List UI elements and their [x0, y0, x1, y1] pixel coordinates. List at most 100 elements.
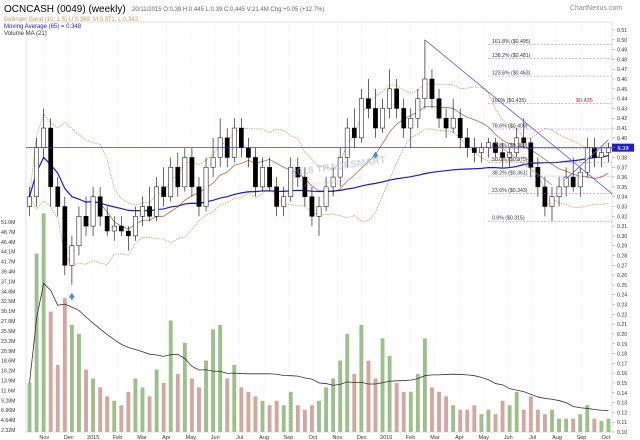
- volume-axis-label: 9.28M: [1, 398, 15, 404]
- candle-body: [450, 117, 456, 129]
- candle-body: [168, 167, 174, 197]
- price-axis-label: 0.46: [617, 77, 627, 83]
- candle-body: [154, 186, 159, 217]
- x-axis-label: Dec: [64, 435, 74, 440]
- bollinger-lower-band: [29, 128, 609, 266]
- x-axis-label: Mar: [137, 435, 147, 440]
- price-axis-label: 0.43: [617, 106, 627, 112]
- volume-bar: [182, 342, 187, 432]
- volume-axis-label: 39.4M: [1, 270, 15, 276]
- candle-body: [542, 186, 548, 207]
- annotation-layer: 161.8% ($0.495) 138.2% ($0.481) 123.6% ($0…: [26, 39, 634, 300]
- candle-body: [97, 196, 103, 217]
- candle-body: [140, 206, 145, 217]
- candle-body: [238, 127, 244, 148]
- volume-axis-label: 16.2M: [1, 369, 15, 375]
- x-axis-label: Aug: [259, 435, 269, 440]
- candle-body: [196, 186, 202, 207]
- x-axis-label: Apr: [455, 435, 464, 440]
- candle-body: [521, 137, 527, 144]
- volume-bar: [126, 391, 131, 432]
- candle-body: [373, 108, 378, 129]
- price-axis-label: 0.36: [617, 175, 627, 181]
- candle-body: [274, 186, 280, 207]
- fib-level-label: 123.6% ($0.463): [492, 71, 531, 77]
- candle-body: [457, 117, 463, 139]
- volume-bar: [387, 356, 392, 432]
- watermark: ChartNexus.com: [570, 5, 622, 12]
- uptrend-line: [565, 139, 609, 180]
- fib-level-label: 61.8% ($0.389): [492, 143, 528, 149]
- price-axis-label: 0.32: [617, 214, 627, 220]
- volume-bar: [430, 387, 434, 432]
- price-axis-label: 0.34: [617, 195, 627, 201]
- x-axis-label: Jul: [529, 435, 536, 440]
- candle-body: [295, 167, 301, 178]
- volume-axis-label: 4.64M: [1, 418, 15, 424]
- x-axis-label: Mar: [430, 435, 440, 440]
- volume-bar: [451, 405, 456, 432]
- candle-body: [41, 127, 47, 148]
- price-axis-label: 0.33: [617, 204, 627, 210]
- volume-bar: [352, 374, 357, 432]
- volume-axis-label: 11.6M: [1, 388, 15, 394]
- x-axis-label: Nov: [39, 435, 49, 440]
- price-axis-label: 0.26: [617, 273, 627, 279]
- volume-bar: [599, 420, 604, 432]
- candle-body: [231, 127, 237, 158]
- price-axis-label: 0.21: [617, 322, 627, 328]
- x-axis-label: Feb: [406, 435, 415, 440]
- volume-bar: [211, 329, 216, 432]
- volume-bar: [500, 400, 505, 432]
- x-axis-label: Nov: [332, 435, 342, 440]
- volume-bar: [34, 253, 39, 432]
- x-axis-label: Dec: [357, 435, 367, 440]
- candle-body: [401, 108, 407, 129]
- volume-bar: [458, 409, 463, 432]
- candle-body: [408, 117, 414, 129]
- price-marker-label: $0.435: [576, 98, 593, 104]
- x-axis-label: Sep: [577, 435, 587, 440]
- volume-bar: [408, 391, 413, 432]
- x-axis-label: May: [186, 435, 197, 440]
- price-axis-label: 0.51: [617, 28, 627, 34]
- volume-bar: [55, 365, 60, 432]
- candle-body: [323, 186, 329, 207]
- candle-body: [69, 245, 75, 266]
- candle-body: [126, 230, 131, 237]
- volume-bar: [521, 409, 526, 432]
- price-axis-label: 0.19: [617, 342, 627, 348]
- volume-bar: [592, 418, 597, 432]
- downtrend-line: [424, 39, 613, 195]
- volume-axis-label: 25.5M: [1, 329, 15, 335]
- candle-body: [27, 196, 32, 207]
- volume-layer: [27, 213, 611, 432]
- price-axis-label: 0.41: [617, 126, 627, 132]
- candle-body: [599, 152, 604, 158]
- volume-bar: [324, 387, 329, 432]
- candle-body: [147, 206, 152, 217]
- volume-bar: [197, 387, 201, 432]
- price-axis-label: 0.14: [617, 391, 627, 397]
- candle-body: [415, 98, 421, 119]
- price-axis-label: 0.16: [617, 371, 627, 377]
- candle-body: [549, 196, 555, 207]
- candle-body: [436, 98, 442, 119]
- candle-body: [288, 167, 294, 197]
- bollinger-middle-band: [29, 106, 609, 230]
- price-axis-label: 0.39: [617, 146, 627, 152]
- price-axis-label: 0.48: [617, 57, 627, 63]
- volume-bar: [48, 311, 53, 432]
- price-axis-label: 0.27: [617, 263, 627, 269]
- volume-bar: [154, 369, 159, 432]
- buy-signal-arrow-icon: [68, 292, 75, 298]
- volume-bar: [401, 391, 406, 432]
- volume-bar: [514, 391, 519, 432]
- candle-body: [486, 142, 491, 148]
- volume-axis-label: 37.1M: [1, 279, 15, 285]
- fib-level-label: 0.0% ($0.315): [492, 216, 525, 222]
- price-axis-label: 0.38: [617, 155, 627, 161]
- volume-bar: [274, 400, 279, 432]
- volume-bar: [246, 391, 251, 432]
- x-axis-label: Aug: [552, 435, 562, 440]
